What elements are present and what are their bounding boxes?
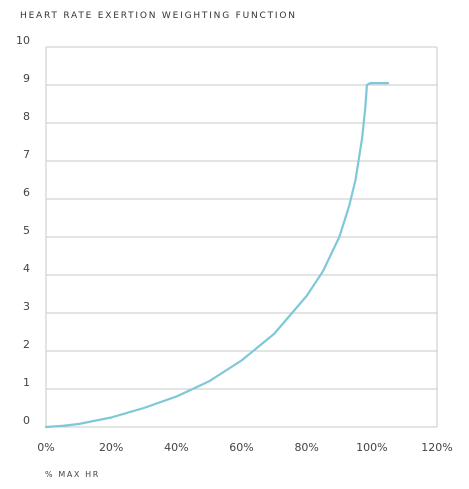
- y-tick-label: 6: [23, 186, 30, 199]
- y-tick-label: 9: [23, 72, 30, 85]
- x-tick-labels: 0% 20% 40% 60% 80% 100% 120%: [37, 441, 452, 454]
- y-tick-label: 4: [23, 262, 30, 275]
- y-tick-label: 3: [23, 300, 30, 313]
- y-tick-labels: 0 1 2 3 4 5 6 7 8 9 10: [16, 34, 30, 427]
- y-tick-label: 8: [23, 110, 30, 123]
- y-tick-label: 0: [23, 414, 30, 427]
- y-tick-label: 7: [23, 148, 30, 161]
- x-tick-label: 100%: [356, 441, 387, 454]
- y-tick-label: 1: [23, 376, 30, 389]
- x-axis-label: % MAX HR: [45, 470, 100, 479]
- x-tick-label: 20%: [99, 441, 123, 454]
- grid: [45, 46, 438, 428]
- series-layer: [44, 81, 390, 429]
- x-tick-label: 120%: [421, 441, 452, 454]
- y-tick-label: 5: [23, 224, 30, 237]
- y-tick-label: 2: [23, 338, 30, 351]
- x-tick-label: 60%: [229, 441, 253, 454]
- series-line-0: [44, 81, 390, 429]
- chart-title: HEART RATE EXERTION WEIGHTING FUNCTION: [20, 11, 297, 21]
- x-tick-label: 0%: [37, 441, 54, 454]
- x-tick-label: 40%: [164, 441, 188, 454]
- y-tick-label: 10: [16, 34, 30, 47]
- x-tick-label: 80%: [294, 441, 318, 454]
